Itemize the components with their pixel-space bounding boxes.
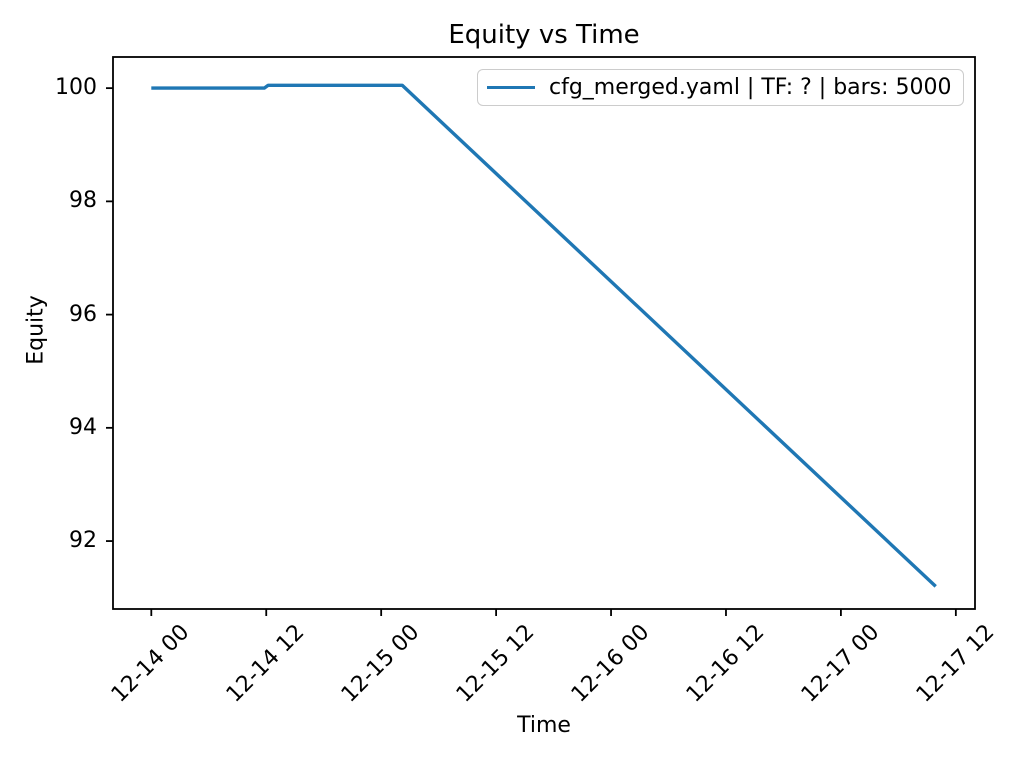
y-tick-label: 94 — [69, 414, 97, 440]
chart-title: Equity vs Time — [448, 20, 640, 50]
legend-entry-label: cfg_merged.yaml | TF: ? | bars: 5000 — [549, 75, 952, 100]
plot-border — [112, 56, 976, 610]
legend-line-sample — [487, 86, 535, 89]
x-axis-label: Time — [517, 713, 571, 738]
legend: cfg_merged.yaml | TF: ? | bars: 5000 — [477, 69, 964, 106]
y-tick-label: 98 — [69, 188, 97, 214]
equity-line — [151, 83, 937, 588]
y-tick-label: 96 — [69, 301, 97, 327]
y-tick-label: 100 — [55, 75, 97, 101]
y-tick-label: 92 — [69, 528, 97, 554]
